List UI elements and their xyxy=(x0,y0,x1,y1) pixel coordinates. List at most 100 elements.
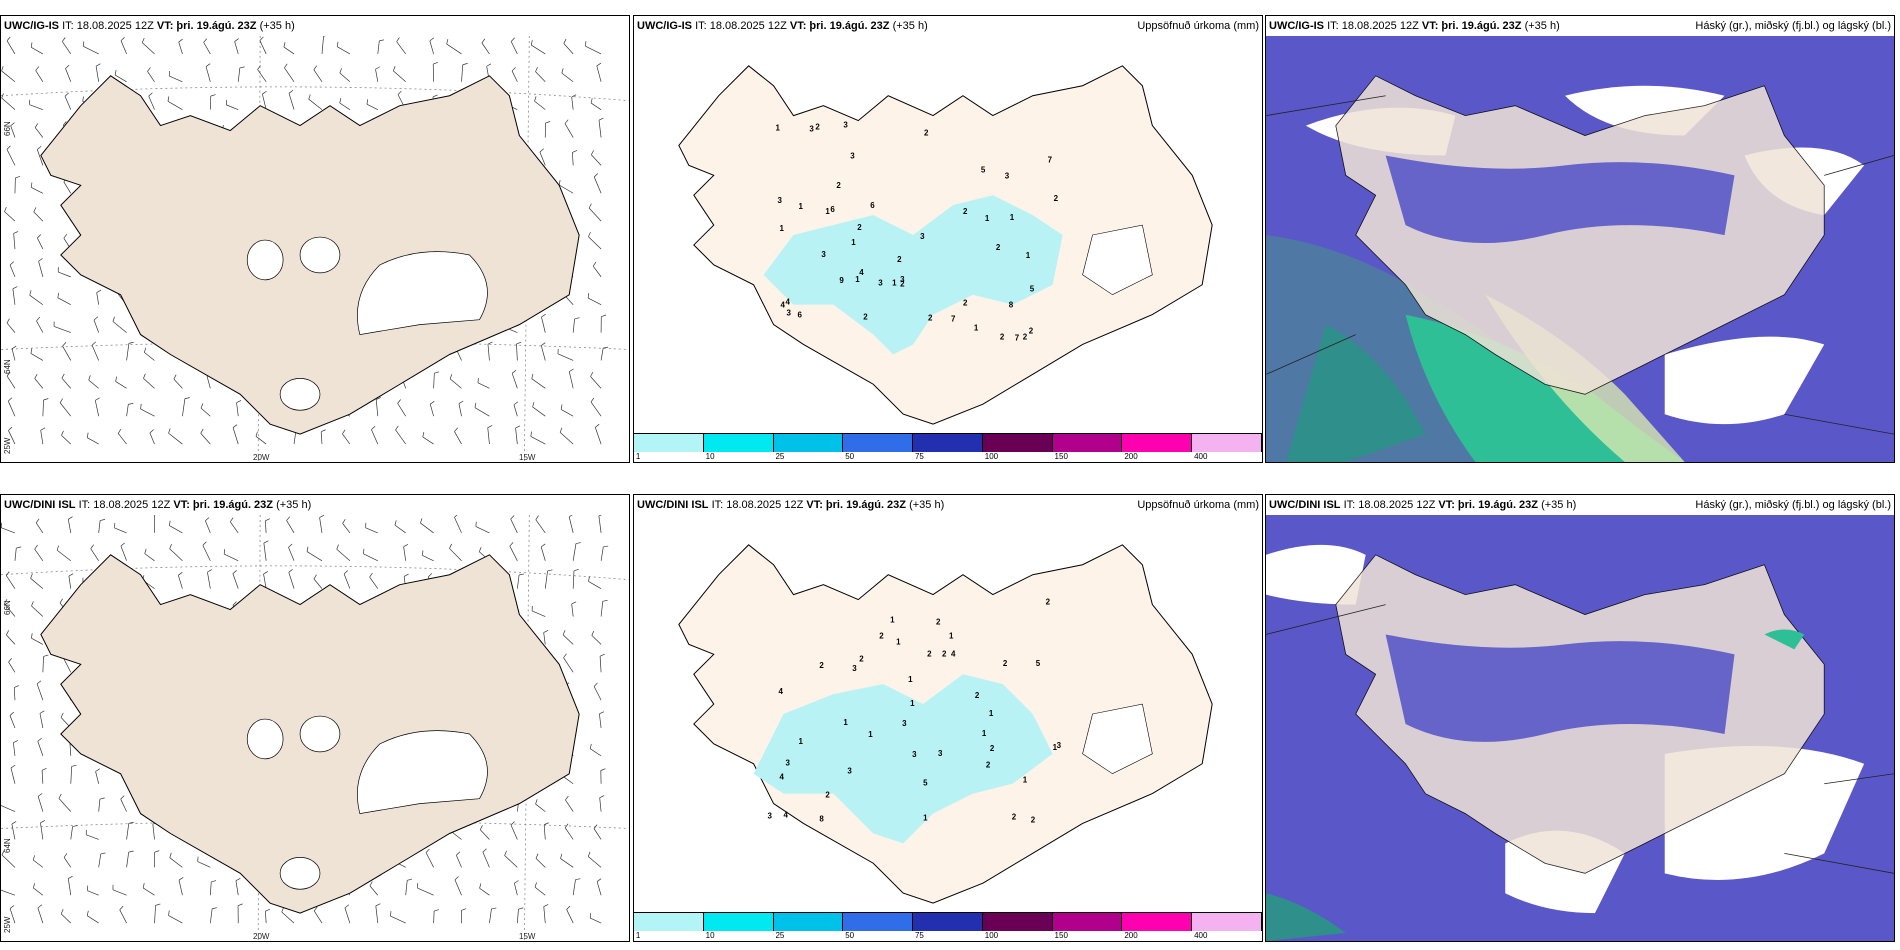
precip-value-label: 1 xyxy=(1010,213,1015,222)
wind-barb xyxy=(265,911,267,924)
wind-barb xyxy=(487,344,490,361)
wind-barb xyxy=(60,913,72,924)
wind-barb-flag xyxy=(263,571,269,575)
wind-barb xyxy=(517,909,519,924)
wind-barb xyxy=(37,237,44,250)
wind-barb-flag xyxy=(596,62,602,67)
wind-barb-flag xyxy=(572,150,578,153)
wind-barb-flag xyxy=(232,424,238,428)
valid-time: þri. 19.ágú. 23Z xyxy=(1441,20,1522,32)
precip-value-label: 3 xyxy=(900,275,905,284)
wind-barb xyxy=(34,548,44,561)
wind-barb xyxy=(87,437,99,445)
cloud-map[interactable] xyxy=(1266,36,1894,462)
wind-barb-flag xyxy=(202,541,207,546)
wind-barb-flag xyxy=(558,179,561,186)
wind-barb-flag xyxy=(12,286,18,290)
colorbar-segment xyxy=(1122,913,1193,931)
wind-barb-flag xyxy=(34,123,39,128)
wind-barb xyxy=(572,318,575,333)
colorbar-tick-label: 1 xyxy=(635,931,641,940)
wind-barb-flag xyxy=(313,906,318,912)
wind-barb-flag xyxy=(516,341,522,345)
colorbar-tick-label: 200 xyxy=(1124,452,1138,461)
lon-label-20w: 20W xyxy=(253,932,270,941)
valid-time-prefix: VT: xyxy=(173,499,190,511)
precip-value-label: 1 xyxy=(974,324,979,333)
wind-barb xyxy=(255,436,267,445)
cloud-map[interactable] xyxy=(1266,515,1894,941)
wind-barb-flag xyxy=(482,848,487,853)
precip-value-label: 5 xyxy=(923,779,928,788)
wind-barb xyxy=(433,373,435,389)
wind-barb-flag xyxy=(30,42,33,48)
wind-barb xyxy=(42,399,44,417)
wind-map[interactable]: 66N 64N 25W 20W 15W xyxy=(1,36,629,462)
wind-barb-flag xyxy=(62,121,67,126)
wind-barb-flag xyxy=(308,94,311,100)
wind-barb xyxy=(178,575,183,589)
lead-time: (+35 h) xyxy=(1541,499,1577,511)
valid-time: þri. 19.ágú. 23Z xyxy=(1457,499,1539,511)
wind-barb-flag xyxy=(591,630,595,636)
init-time: IT: 18.08.2025 12Z xyxy=(1327,20,1419,32)
wind-barb-flag xyxy=(474,402,477,408)
wind-barb-flag xyxy=(313,65,318,70)
wind-barb xyxy=(393,70,406,83)
colorbar-tick-label: 10 xyxy=(705,931,715,940)
colorbar-tick-label: 10 xyxy=(705,452,715,461)
precip-value-label: 2 xyxy=(900,280,905,289)
wind-barb-flag xyxy=(13,740,18,743)
model-name: UWC/DINI ISL xyxy=(637,499,709,511)
wind-barb-flag xyxy=(590,98,593,104)
wind-barb-flag xyxy=(515,425,521,429)
wind-barb xyxy=(35,522,44,534)
wind-barb-flag xyxy=(534,882,537,888)
wind-barb xyxy=(120,799,127,812)
wind-barb xyxy=(321,36,324,54)
wind-barb-flag xyxy=(574,317,580,320)
wind-barb xyxy=(446,43,462,55)
wind-panel-top: UWC/IG-IS IT: 18.08.2025 12Z VT: þri. 19… xyxy=(0,15,630,463)
wind-barb-flag xyxy=(255,431,258,437)
wind-barb-flag xyxy=(142,882,145,889)
wind-barb-flag xyxy=(543,904,549,907)
wind-map[interactable]: 66N 64N 25W 20W 15W xyxy=(1,515,629,941)
wind-barb xyxy=(6,40,16,55)
colorbar-tick-label: 75 xyxy=(914,452,924,461)
wind-barb xyxy=(458,403,462,417)
colorbar-tick-label: 50 xyxy=(845,931,855,940)
wind-barb xyxy=(115,381,127,389)
wind-barb-flag xyxy=(454,515,458,518)
wind-barb-flag xyxy=(32,883,36,888)
wind-barb-flag xyxy=(588,203,592,209)
colorbar-segment xyxy=(1122,434,1193,452)
wind-barb xyxy=(429,404,434,417)
wind-barb xyxy=(593,686,602,701)
wind-barb xyxy=(147,71,155,82)
precip-value-label: 2 xyxy=(825,791,830,800)
wind-barb-flag xyxy=(589,743,592,749)
colorbar-segment xyxy=(843,913,914,931)
wind-barb xyxy=(41,770,44,784)
wind-barb xyxy=(365,527,378,534)
precip-value-label: 3 xyxy=(778,196,783,205)
precip-panel-bottom: UWC/DINI ISL IT: 18.08.2025 12Z VT: þri.… xyxy=(633,494,1263,942)
wind-barb-flag xyxy=(434,909,440,912)
wind-barb xyxy=(56,549,71,562)
wind-barb-flag xyxy=(564,823,569,829)
wind-barb xyxy=(600,546,604,561)
wind-barb-flag xyxy=(82,41,85,47)
precip-colorbar-ticks: 1 10 25 50 75 100 150 200 400 xyxy=(634,452,1262,462)
wind-barb-flag xyxy=(6,630,9,635)
wind-barb-flag xyxy=(535,515,539,520)
wind-barb-flag xyxy=(128,821,134,824)
valid-time-prefix: VT: xyxy=(156,20,174,32)
model-name: UWC/DINI ISL xyxy=(4,499,76,511)
wind-barb-flag xyxy=(281,907,284,913)
wind-barb xyxy=(286,520,295,534)
wind-barb-flag xyxy=(148,92,153,97)
precip-value-label: 2 xyxy=(1031,815,1036,824)
